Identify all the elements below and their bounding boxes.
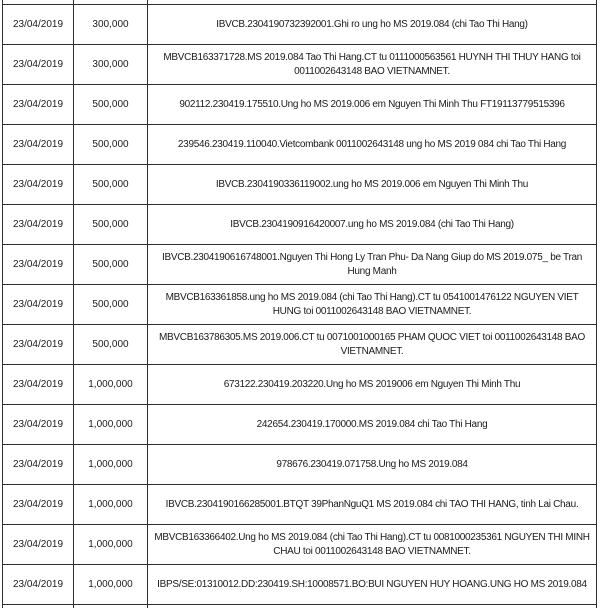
table-row: 23/04/2019 1,000,000 IBVCB.2304190166285…	[3, 485, 597, 525]
date-cell: 23/04/2019	[3, 205, 74, 245]
date-cell: 23/04/2019	[3, 325, 74, 365]
amount-cell: 500,000	[74, 325, 148, 365]
table-row: 23/04/2019 300,000 MBVCB163371728.MS 201…	[3, 45, 597, 85]
table-row: 23/04/2019 1,000,000 242654.230419.17000…	[3, 405, 597, 445]
date-cell: 23/04/2019	[3, 485, 74, 525]
partial-cell	[3, 605, 74, 608]
table-row: 23/04/2019 500,000 IBVCB.230419061674800…	[3, 245, 597, 285]
amount-cell: 300,000	[74, 5, 148, 45]
table-row: 23/04/2019 500,000 IBVCB.230419091642000…	[3, 205, 597, 245]
description-cell: IBVCB.2304190336119002.ung ho MS 2019.00…	[148, 165, 597, 205]
amount-cell: 1,000,000	[74, 445, 148, 485]
description-cell: 673122.230419.203220.Ung ho MS 2019006 e…	[148, 365, 597, 405]
amount-cell: 500,000	[74, 125, 148, 165]
table-row: 23/04/2019 1,000,000 IBPS/SE:01310012.DD…	[3, 565, 597, 605]
date-cell: 23/04/2019	[3, 165, 74, 205]
date-cell: 23/04/2019	[3, 245, 74, 285]
date-cell: 23/04/2019	[3, 285, 74, 325]
amount-cell: 500,000	[74, 285, 148, 325]
date-cell: 23/04/2019	[3, 5, 74, 45]
description-cell: IBVCB.2304190166285001.BTQT 39PhanNguQ1 …	[148, 485, 597, 525]
amount-cell: 500,000	[74, 85, 148, 125]
date-cell: 23/04/2019	[3, 125, 74, 165]
table-row-partial-bottom	[3, 605, 597, 608]
date-cell: 23/04/2019	[3, 445, 74, 485]
date-cell: 23/04/2019	[3, 565, 74, 605]
description-cell: MBVCB163366402.Ung ho MS 2019.084 (chi T…	[148, 525, 597, 565]
table-row: 23/04/2019 1,000,000 978676.230419.07175…	[3, 445, 597, 485]
description-cell: MBVCB163361858.ung ho MS 2019.084 (chi T…	[148, 285, 597, 325]
description-cell: 978676.230419.071758.Ung ho MS 2019.084	[148, 445, 597, 485]
description-cell: IBVCB.2304190732392001.Ghi ro ung ho MS …	[148, 5, 597, 45]
amount-cell: 1,000,000	[74, 405, 148, 445]
amount-cell: 1,000,000	[74, 485, 148, 525]
amount-cell: 500,000	[74, 245, 148, 285]
table-row: 23/04/2019 500,000 239546.230419.110040.…	[3, 125, 597, 165]
partial-cell	[74, 605, 148, 608]
date-cell: 23/04/2019	[3, 45, 74, 85]
amount-cell: 500,000	[74, 165, 148, 205]
description-cell: IBPS/SE:01310012.DD:230419.SH:10008571.B…	[148, 565, 597, 605]
amount-cell: 300,000	[74, 45, 148, 85]
amount-cell: 500,000	[74, 205, 148, 245]
amount-cell: 1,000,000	[74, 525, 148, 565]
table-row: 23/04/2019 1,000,000 MBVCB163366402.Ung …	[3, 525, 597, 565]
table-row: 23/04/2019 500,000 MBVCB163361858.ung ho…	[3, 285, 597, 325]
date-cell: 23/04/2019	[3, 525, 74, 565]
date-cell: 23/04/2019	[3, 405, 74, 445]
description-cell: 242654.230419.170000.MS 2019.084 chi Tao…	[148, 405, 597, 445]
date-cell: 23/04/2019	[3, 365, 74, 405]
date-cell: 23/04/2019	[3, 85, 74, 125]
amount-cell: 1,000,000	[74, 365, 148, 405]
description-cell: MBVCB163786305.MS 2019.006.CT tu 0071001…	[148, 325, 597, 365]
table-row: 23/04/2019 300,000 IBVCB.230419073239200…	[3, 5, 597, 45]
description-cell: MBVCB163371728.MS 2019.084 Tao Thi Hang.…	[148, 45, 597, 85]
table-row: 23/04/2019 500,000 MBVCB163786305.MS 201…	[3, 325, 597, 365]
amount-cell: 1,000,000	[74, 565, 148, 605]
partial-cell	[148, 605, 597, 608]
table-row: 23/04/2019 1,000,000 673122.230419.20322…	[3, 365, 597, 405]
description-cell: 902112.230419.175510.Ung ho MS 2019.006 …	[148, 85, 597, 125]
table-row: 23/04/2019 500,000 IBVCB.230419033611900…	[3, 165, 597, 205]
description-cell: IBVCB.2304190916420007.ung ho MS 2019.08…	[148, 205, 597, 245]
table-row: 23/04/2019 500,000 902112.230419.175510.…	[3, 85, 597, 125]
description-cell: 239546.230419.110040.Vietcombank 0011002…	[148, 125, 597, 165]
description-cell: IBVCB.2304190616748001.Nguyen Thi Hong L…	[148, 245, 597, 285]
